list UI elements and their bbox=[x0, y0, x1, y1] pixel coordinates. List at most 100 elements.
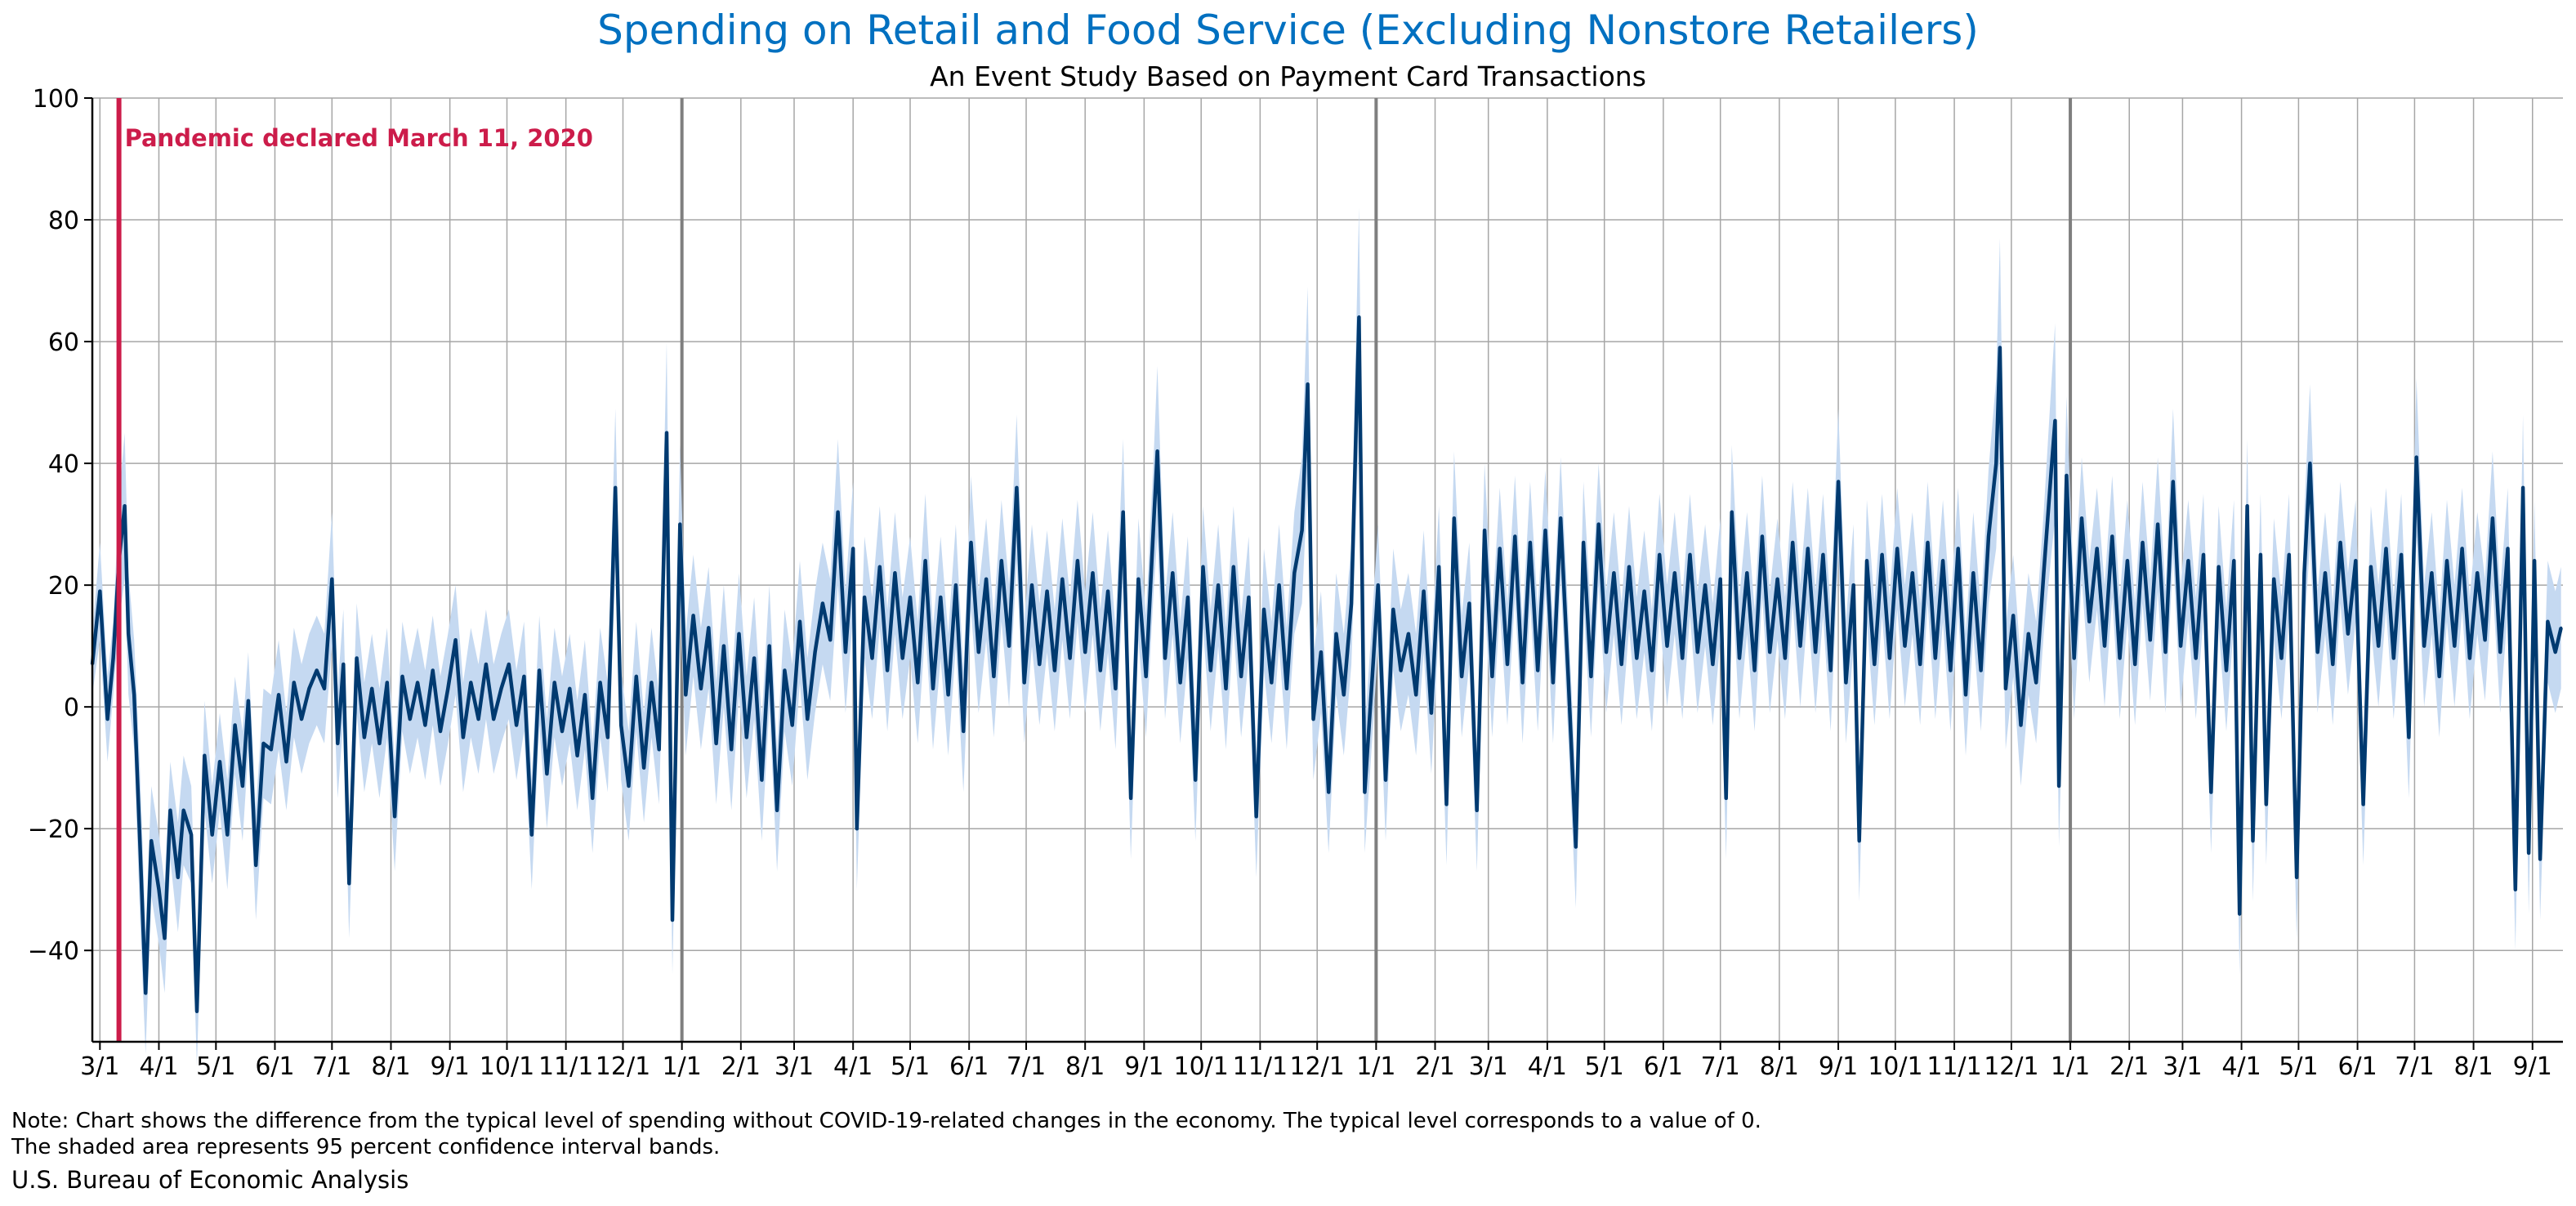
data-point bbox=[1106, 590, 1109, 593]
data-point bbox=[1730, 511, 1734, 514]
data-point bbox=[2288, 553, 2291, 556]
data-point bbox=[2057, 784, 2060, 788]
x-year-label: 2023 bbox=[2039, 1085, 2101, 1087]
data-point bbox=[2498, 650, 2502, 654]
data-point bbox=[1513, 534, 1516, 538]
data-point bbox=[619, 723, 623, 727]
pandemic-event-label: Pandemic declared March 11, 2020 bbox=[125, 124, 593, 152]
data-point bbox=[814, 650, 817, 654]
data-point bbox=[1980, 668, 1983, 672]
data-point bbox=[1152, 523, 1155, 526]
data-point bbox=[1957, 547, 1960, 551]
x-tick-label: 7/1 bbox=[1701, 1052, 1740, 1081]
data-point bbox=[1194, 779, 1197, 782]
data-point bbox=[1543, 529, 1547, 532]
x-tick-label: 8/1 bbox=[371, 1052, 410, 1081]
data-point bbox=[2445, 559, 2449, 562]
x-tick-label: 9/1 bbox=[2513, 1052, 2552, 1081]
data-point bbox=[2377, 645, 2380, 648]
data-point bbox=[954, 583, 958, 587]
data-point bbox=[1046, 590, 1049, 593]
x-tick-label: 5/1 bbox=[1585, 1052, 1624, 1081]
series-line-layer bbox=[90, 315, 2563, 1013]
data-point bbox=[1179, 681, 1182, 685]
data-point bbox=[2400, 553, 2403, 556]
data-point bbox=[261, 742, 266, 745]
data-point bbox=[2141, 541, 2145, 544]
data-point bbox=[2133, 663, 2136, 666]
data-point bbox=[423, 723, 427, 727]
data-point bbox=[515, 723, 518, 727]
data-point bbox=[1761, 534, 1764, 538]
gridlines bbox=[92, 97, 2563, 1042]
data-point bbox=[844, 650, 847, 654]
data-point bbox=[1076, 559, 1079, 562]
data-point bbox=[1844, 681, 1847, 685]
data-point bbox=[2172, 480, 2175, 484]
data-point bbox=[144, 991, 147, 994]
data-point bbox=[1292, 571, 1296, 574]
data-point bbox=[1122, 511, 1125, 514]
data-point bbox=[218, 760, 221, 763]
data-point bbox=[1806, 547, 1810, 551]
data-point bbox=[2034, 681, 2038, 685]
data-point bbox=[730, 748, 733, 751]
data-point bbox=[2430, 571, 2433, 574]
data-point bbox=[342, 663, 345, 666]
data-point bbox=[984, 578, 988, 581]
data-point bbox=[132, 693, 136, 696]
data-point bbox=[576, 754, 579, 757]
data-point bbox=[2554, 650, 2557, 654]
data-point bbox=[1673, 571, 1676, 574]
data-point bbox=[1605, 650, 1608, 654]
data-point bbox=[650, 681, 654, 685]
x-tick-label: 6/1 bbox=[1644, 1052, 1683, 1081]
x-tick-label: 10/1 bbox=[480, 1052, 534, 1081]
data-point bbox=[1574, 845, 1578, 849]
data-point bbox=[1998, 346, 2002, 350]
data-point bbox=[1060, 578, 1064, 581]
data-point bbox=[1688, 553, 1692, 556]
data-point bbox=[1306, 382, 1310, 386]
data-point bbox=[1129, 797, 1132, 800]
data-point bbox=[1643, 590, 1646, 593]
data-point bbox=[2324, 571, 2327, 574]
x-tick-label: 12/1 bbox=[596, 1052, 650, 1081]
data-point bbox=[2369, 565, 2373, 569]
data-point bbox=[2533, 559, 2536, 562]
data-point bbox=[277, 693, 280, 696]
data-point bbox=[1994, 462, 1998, 465]
data-point bbox=[1460, 675, 1463, 678]
x-year-label: 2022 bbox=[1345, 1085, 1407, 1087]
data-point bbox=[870, 656, 874, 660]
data-point bbox=[1582, 541, 1585, 544]
data-point bbox=[1171, 571, 1174, 574]
note-line-2: The shaded area represents 95 percent co… bbox=[11, 1135, 721, 1159]
data-point bbox=[692, 614, 695, 618]
data-point bbox=[658, 748, 661, 751]
data-point bbox=[969, 541, 973, 544]
data-point bbox=[642, 766, 645, 770]
data-point bbox=[2050, 467, 2053, 471]
data-point bbox=[300, 717, 303, 721]
data-point bbox=[1745, 571, 1748, 574]
data-point bbox=[583, 693, 587, 696]
data-point bbox=[315, 668, 319, 672]
data-point bbox=[783, 668, 787, 672]
data-point bbox=[1053, 668, 1056, 672]
data-point bbox=[1270, 681, 1273, 685]
data-point bbox=[2126, 559, 2129, 562]
x-tick-label: 9/1 bbox=[1124, 1052, 1163, 1081]
data-point bbox=[1738, 656, 1741, 660]
data-point bbox=[1798, 645, 1802, 648]
data-point bbox=[1753, 668, 1757, 672]
data-point bbox=[1490, 675, 1493, 678]
data-point bbox=[1239, 675, 1243, 678]
data-point bbox=[400, 675, 404, 678]
data-point bbox=[507, 663, 511, 666]
data-point bbox=[370, 687, 373, 690]
data-point bbox=[522, 675, 526, 678]
data-point bbox=[1091, 571, 1095, 574]
data-point bbox=[1301, 529, 1304, 532]
data-point bbox=[377, 742, 382, 745]
